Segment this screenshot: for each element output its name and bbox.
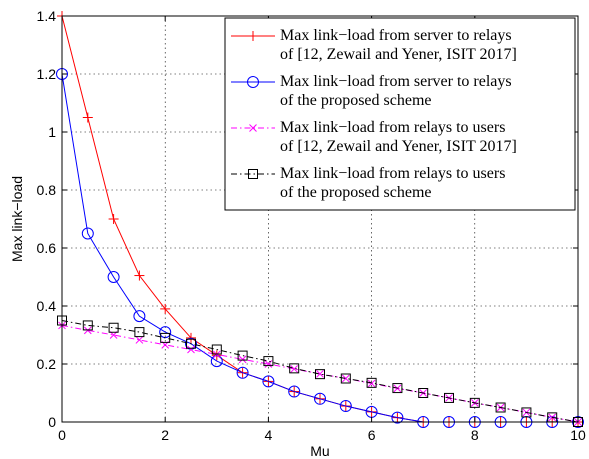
legend-item-3: Max link−load from relays to users of [12…	[231, 119, 517, 155]
data-point	[108, 322, 119, 333]
data-point	[469, 397, 480, 408]
axis-ticks: 0 2 4 6 8 10 0 0.2 0.4 0.6 0.8 1 1.2 1.4	[37, 8, 586, 443]
data-point	[211, 344, 222, 355]
data-point	[418, 388, 429, 398]
data-point	[134, 327, 145, 338]
data-point	[366, 377, 377, 388]
legend-label: of [12, Zewail and Yener, ISIT 2017]	[280, 138, 517, 155]
data-point	[444, 392, 454, 403]
x-tick-label: 2	[161, 427, 169, 443]
x-tick-label: 10	[570, 427, 586, 443]
data-point	[186, 338, 196, 349]
data-point	[238, 355, 247, 364]
data-point	[187, 345, 195, 354]
series-4	[57, 315, 583, 427]
legend-label: of [12, Zewail and Yener, ISIT 2017]	[280, 46, 517, 63]
data-point	[210, 355, 223, 368]
data-point	[237, 350, 248, 361]
y-tick-label: 0	[48, 414, 56, 430]
legend-label: of the proposed scheme	[280, 184, 432, 201]
data-point	[107, 271, 120, 283]
y-tick-label: 0.4	[37, 298, 57, 314]
series-group	[56, 11, 584, 428]
data-point	[314, 392, 326, 405]
x-tick-label: 6	[368, 427, 376, 443]
x-axis-label: Mu	[310, 443, 329, 459]
legend-marker	[248, 169, 258, 179]
legend-label: Max link−load from server to relays	[280, 73, 512, 90]
data-point	[160, 303, 171, 314]
legend-item-4: Max link−load from relays to users of the…	[231, 165, 505, 201]
data-point	[81, 227, 94, 240]
data-point	[288, 385, 301, 398]
x-tick-label: 4	[265, 427, 273, 443]
y-tick-label: 0.6	[37, 240, 57, 256]
legend-marker	[249, 124, 257, 132]
legend-label: of the proposed scheme	[280, 92, 432, 109]
legend-label: Max link−load from relays to users	[280, 165, 505, 182]
data-point	[521, 407, 532, 418]
data-point	[135, 336, 144, 344]
data-point	[340, 373, 351, 384]
data-point	[391, 411, 404, 424]
data-point	[160, 332, 171, 343]
data-point	[262, 375, 275, 388]
legend-box	[224, 17, 576, 211]
plot-frame	[61, 15, 579, 423]
data-point	[339, 400, 352, 413]
x-tick-label: 8	[471, 427, 479, 443]
data-point	[290, 365, 299, 373]
data-point	[316, 370, 324, 378]
data-point	[341, 374, 350, 383]
data-point	[133, 310, 146, 323]
y-axis-label: Max link−load	[9, 176, 25, 262]
x-tick-label: 0	[58, 427, 66, 443]
y-tick-label: 0.2	[37, 356, 57, 372]
y-tick-label: 0.8	[37, 182, 57, 198]
data-point	[263, 356, 274, 367]
legend-label: Max link−load from server to relays	[280, 27, 512, 44]
data-point	[392, 383, 403, 394]
data-point	[134, 270, 145, 281]
data-point	[315, 369, 325, 380]
data-point	[82, 112, 93, 123]
y-tick-label: 1.2	[37, 66, 57, 82]
data-point	[108, 214, 119, 224]
y-tick-label: 1.4	[37, 8, 57, 24]
data-point	[289, 363, 300, 374]
data-point	[495, 402, 506, 413]
legend-marker	[248, 31, 258, 41]
data-point	[367, 379, 376, 388]
legend-label: Max link−load from relays to users	[280, 119, 505, 136]
y-tick-label: 1	[48, 124, 56, 140]
legend-item-1: Max link−load from server to relays of [1…	[231, 27, 517, 63]
legend-marker	[247, 76, 259, 88]
series-line	[61, 324, 579, 423]
data-point	[236, 366, 249, 379]
legend: Max link−load from server to relays of [1…	[224, 17, 576, 211]
legend-item-2: Max link−load from server to relays of th…	[231, 73, 512, 109]
data-point	[82, 320, 93, 331]
